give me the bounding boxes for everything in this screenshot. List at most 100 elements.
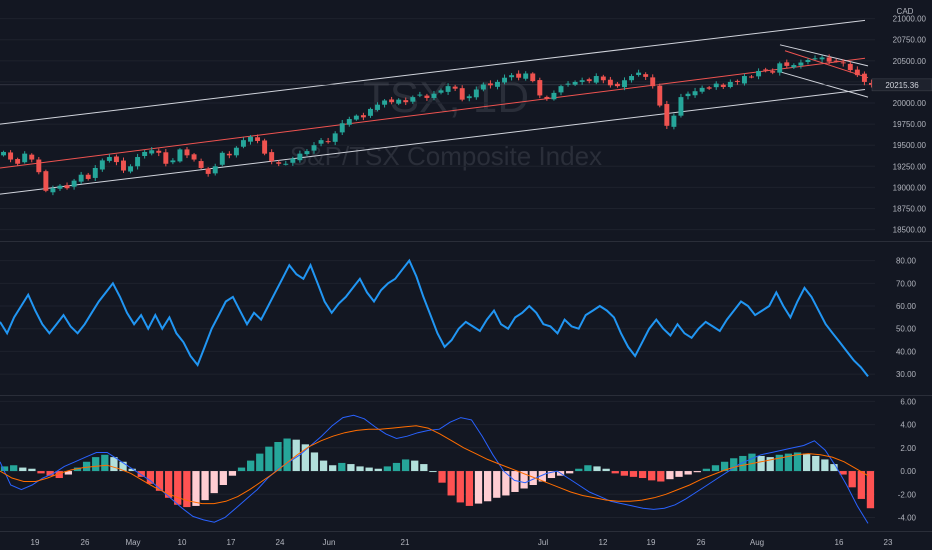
candle-up[interactable] [671,115,677,127]
channel-lower-line[interactable] [0,89,866,195]
candle-up[interactable] [466,96,472,99]
macd-histogram-bar[interactable] [310,452,319,472]
candle-down[interactable] [163,152,169,164]
candle-up[interactable] [382,100,388,105]
macd-histogram-bar[interactable] [256,453,264,472]
candle-up[interactable] [219,152,225,165]
macd-histogram-bar[interactable] [802,453,811,472]
candle-up[interactable] [699,87,705,92]
macd-histogram-bar[interactable] [146,471,155,484]
candle-up[interactable] [812,58,818,60]
macd-histogram-bar[interactable] [839,471,847,475]
candle-down[interactable] [643,74,649,77]
candle-up[interactable] [572,81,578,85]
candle-up[interactable] [798,62,804,66]
candle-down[interactable] [403,100,409,103]
macd-histogram-bar[interactable] [64,471,73,475]
candle-up[interactable] [396,99,402,104]
macd-histogram-bar[interactable] [456,471,464,503]
macd-histogram-bar[interactable] [566,471,574,474]
macd-histogram-bar[interactable] [575,468,583,472]
regression-midline[interactable] [0,57,866,169]
macd-histogram-bar[interactable] [329,465,337,472]
macd-histogram-bar[interactable] [183,471,191,508]
candle-up[interactable] [50,188,56,193]
macd-histogram-bar[interactable] [465,471,474,506]
candle-down[interactable] [847,63,853,71]
candle-up[interactable] [593,76,599,83]
macd-histogram-bar[interactable] [775,454,783,472]
candle-up[interactable] [142,151,148,156]
macd-histogram-bar[interactable] [648,471,656,481]
candle-down[interactable] [255,137,261,141]
candle-down[interactable] [487,83,493,86]
macd-histogram-bar[interactable] [119,461,127,472]
candle-up[interactable] [777,63,783,73]
candle-up[interactable] [756,70,762,77]
candle-down[interactable] [459,88,465,100]
macd-histogram-bar[interactable] [830,464,838,472]
macd-histogram-bar[interactable] [219,471,227,485]
candle-up[interactable] [304,151,310,155]
macd-histogram-bar[interactable] [602,468,610,472]
candle-up[interactable] [177,149,183,162]
macd-histogram-bar[interactable] [210,471,218,494]
candle-down[interactable] [121,160,126,171]
candle-down[interactable] [15,159,21,164]
candle-up[interactable] [629,76,635,81]
candle-down[interactable] [156,150,162,153]
macd-histogram-bar[interactable] [447,471,455,496]
candle-up[interactable] [71,180,77,187]
macd-histogram-bar[interactable] [684,471,692,475]
macd-histogram-bar[interactable] [37,471,45,474]
macd-histogram-bar[interactable] [520,471,528,489]
candle-down[interactable] [734,80,740,82]
macd-histogram-bar[interactable] [201,471,209,501]
macd-histogram-bar[interactable] [164,471,173,498]
candle-up[interactable] [438,90,444,93]
macd-histogram-bar[interactable] [593,466,601,472]
candle-up[interactable] [678,97,684,116]
candle-down[interactable] [530,73,536,82]
macd-histogram-bar[interactable] [82,461,91,472]
macd-histogram-bar[interactable] [730,458,738,472]
candle-down[interactable] [191,154,197,160]
macd-histogram-bar[interactable] [511,471,519,492]
macd-histogram-bar[interactable] [611,471,619,474]
macd-histogram-bar[interactable] [174,471,182,505]
macd-histogram-bar[interactable] [784,453,793,472]
candle-down[interactable] [614,83,620,87]
candle-up[interactable] [727,81,733,87]
macd-histogram-bar[interactable] [128,468,136,472]
macd-histogram-bar[interactable] [319,460,328,472]
candle-up[interactable] [248,136,253,142]
macd-histogram-bar[interactable] [265,446,273,472]
candle-down[interactable] [869,82,874,85]
macd-histogram-bar[interactable] [857,471,865,499]
candle-down[interactable] [763,69,769,71]
macd-histogram-bar[interactable] [356,466,364,472]
macd-histogram-bar[interactable] [19,467,27,472]
macd-histogram-bar[interactable] [420,464,428,472]
candle-down[interactable] [826,57,832,62]
macd-histogram-bar[interactable] [711,465,720,472]
macd-pane[interactable] [0,414,875,524]
candle-down[interactable] [650,77,656,87]
macd-histogram-bar[interactable] [283,438,291,472]
macd-histogram-bar[interactable] [383,466,392,472]
candle-up[interactable] [509,75,515,78]
macd-histogram-bar[interactable] [620,471,628,476]
candle-down[interactable] [544,96,550,99]
candle-up[interactable] [290,158,296,163]
candle-up[interactable] [805,59,811,63]
macd-histogram-bar[interactable] [529,471,537,485]
macd-histogram-bar[interactable] [474,471,483,504]
macd-histogram-bar[interactable] [137,471,145,477]
candle-down[interactable] [269,152,275,162]
candle-up[interactable] [283,163,289,165]
candle-down[interactable] [607,79,613,86]
candle-up[interactable] [431,93,437,98]
macd-histogram-bar[interactable] [483,471,492,502]
macd-histogram-bar[interactable] [46,471,54,476]
candle-down[interactable] [85,174,91,179]
